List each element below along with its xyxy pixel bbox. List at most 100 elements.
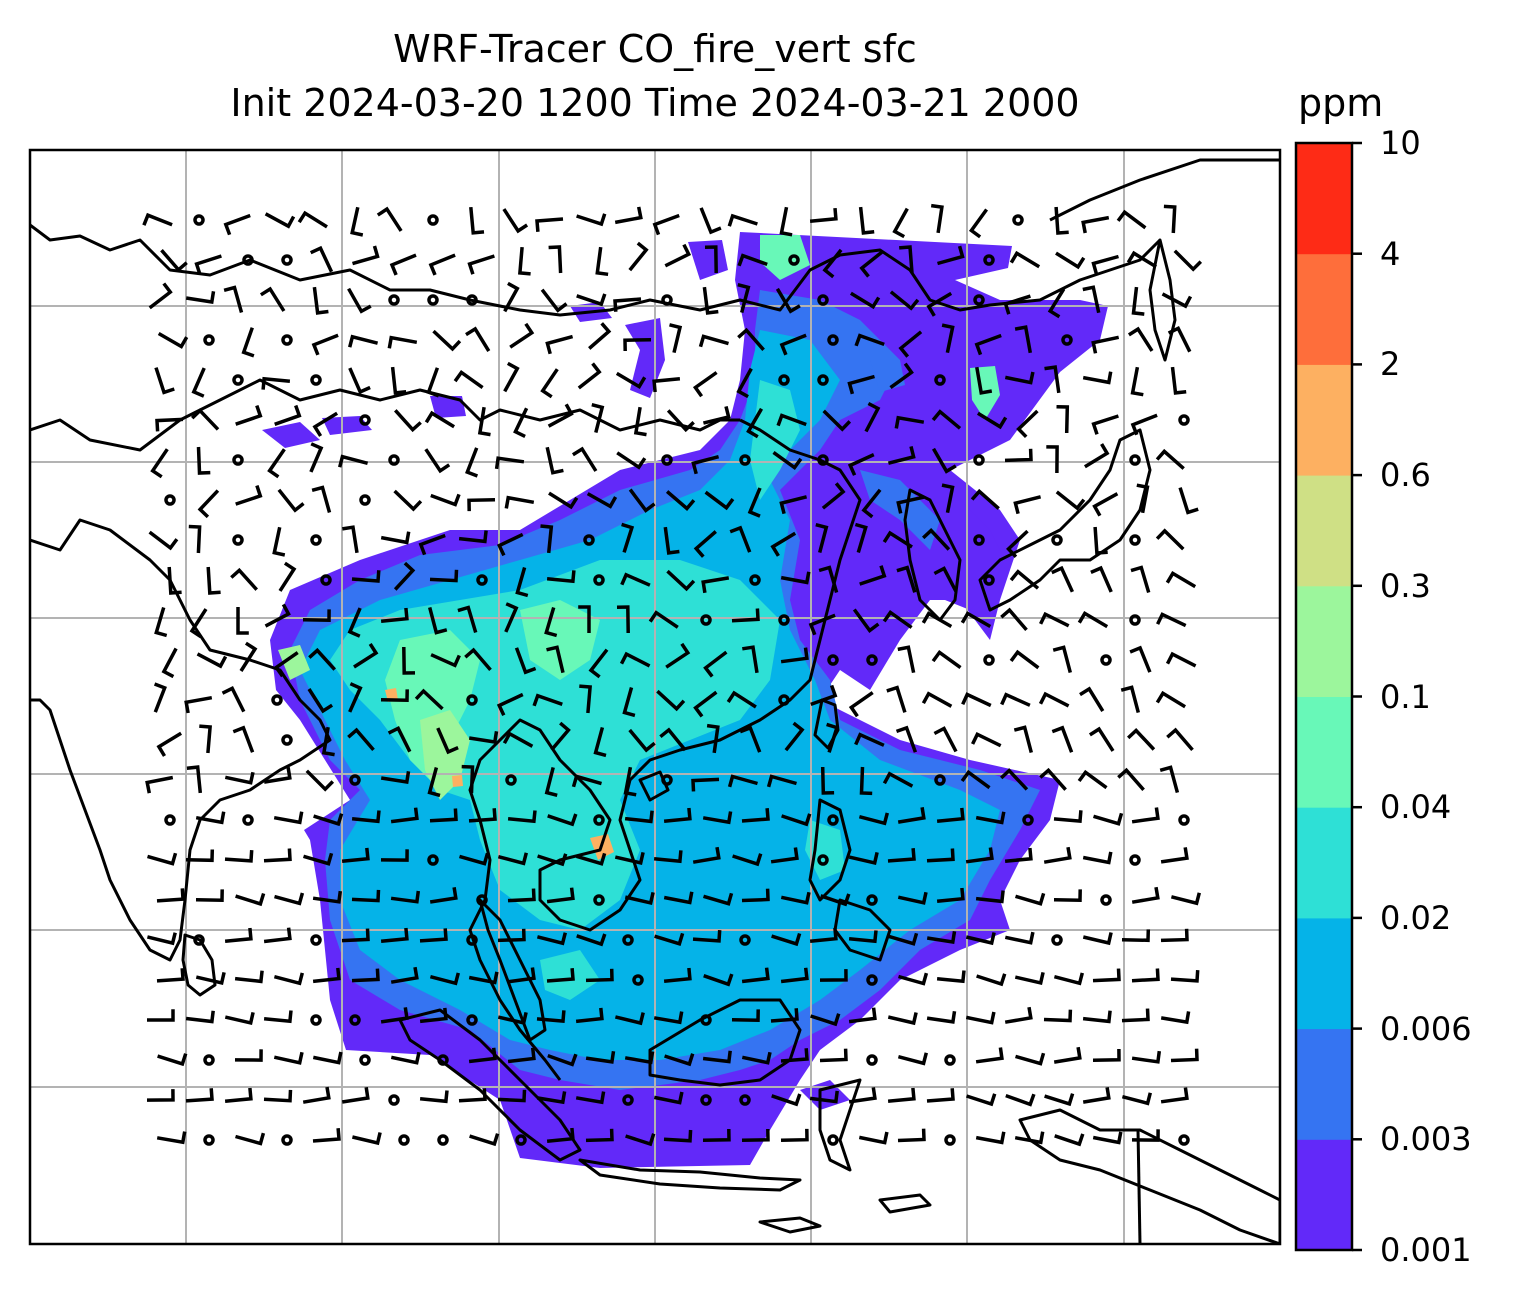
wind-barb-calm [661, 454, 673, 466]
wind-barb [933, 726, 958, 753]
wind-barb [693, 530, 717, 558]
wind-barb [623, 338, 652, 352]
wind-barb [273, 1051, 304, 1065]
coastline-japan [978, 428, 1152, 612]
wind-barb [858, 206, 875, 235]
wind-barb [1013, 495, 1042, 515]
wind-barb [899, 245, 914, 274]
wind-barb [429, 972, 460, 986]
wind-barb-calm [505, 774, 517, 786]
field-level-1 [688, 240, 728, 280]
wind-barb [241, 327, 255, 358]
wind-barb [858, 812, 889, 826]
wind-barb [458, 1088, 487, 1103]
colorbar-segment [1296, 1028, 1352, 1140]
wind-barb [576, 293, 607, 307]
wind-barb [497, 852, 528, 866]
wind-barb [976, 973, 1007, 987]
wind-barb [308, 647, 336, 671]
wind-barb [965, 932, 996, 946]
wind-barb [380, 849, 409, 862]
wind-barb [191, 367, 206, 398]
wind-barb [145, 775, 174, 794]
wind-barb-calm [827, 814, 839, 826]
wind-barb [1082, 1087, 1111, 1104]
wind-barb [195, 972, 226, 985]
wind-barb [546, 645, 565, 674]
wind-barb [1116, 209, 1147, 230]
wind-barb [380, 1007, 409, 1024]
wind-barb [347, 287, 372, 314]
wind-barb [775, 287, 801, 314]
wind-barb [731, 1009, 760, 1022]
wind-barb [1004, 1006, 1033, 1024]
wind-barb-calm [193, 934, 205, 946]
wind-barb [691, 455, 720, 475]
wind-barb [820, 893, 851, 907]
wind-barb [196, 446, 211, 475]
wind-barb [427, 767, 441, 798]
wind-barb-calm [817, 854, 829, 866]
wind-barb [155, 417, 184, 432]
wind-barb [297, 210, 328, 229]
wind-barb [848, 1007, 877, 1024]
wind-barb-calm [388, 1094, 400, 1106]
wind-barb-calm [739, 934, 751, 946]
wind-barb-calm [466, 694, 478, 706]
colorbar-tick-label: 0.1 [1380, 677, 1431, 716]
wind-barb [779, 333, 807, 356]
wind-barb [507, 810, 537, 824]
wind-barb [585, 968, 614, 983]
wind-barb-calm [203, 1134, 215, 1146]
wind-barb [1043, 1009, 1073, 1023]
wind-barb [313, 813, 344, 827]
wind-barb [307, 688, 334, 714]
wind-barb [961, 692, 992, 708]
wind-barb [703, 650, 728, 678]
wind-barb [731, 608, 760, 623]
wind-barb [188, 524, 202, 554]
wind-barb [185, 849, 215, 863]
coastline-sulawesi [818, 1078, 862, 1172]
wind-barb [595, 246, 609, 277]
wind-barb [312, 1051, 343, 1065]
field-level-1 [430, 396, 466, 418]
colorbar-segment [1296, 143, 1352, 255]
wind-barb-calm [866, 654, 878, 666]
wind-barb [628, 728, 656, 753]
wind-barb [1127, 728, 1156, 751]
wind-barb [156, 888, 185, 903]
wind-barb-calm [973, 534, 985, 546]
wind-barb [858, 1131, 889, 1145]
wind-barb [628, 488, 656, 513]
wind-barb [1160, 847, 1189, 864]
wind-barb-calm [788, 254, 800, 266]
wind-barb [1136, 483, 1150, 514]
wind-barb [1004, 448, 1033, 463]
wind-barb [1131, 968, 1160, 983]
wind-barb [652, 377, 681, 393]
wind-barb [1121, 1092, 1152, 1106]
wind-barb [390, 366, 407, 395]
wind-barb [975, 811, 1006, 825]
wind-barb [312, 286, 329, 315]
wind-barb [547, 1053, 578, 1067]
wind-barb-calm [310, 534, 322, 546]
wind-barb [496, 692, 524, 717]
wind-barb [195, 889, 224, 902]
wind-barb [264, 603, 291, 628]
wind-barb [784, 721, 805, 752]
wind-barb [274, 892, 305, 906]
wind-barb [588, 648, 609, 679]
wind-barb [1004, 931, 1035, 945]
wind-barb [465, 326, 491, 353]
wind-barb [1054, 1133, 1085, 1147]
wind-barb [847, 453, 875, 476]
wind-barb-calm [700, 1014, 712, 1026]
wind-barb [619, 651, 651, 668]
wind-barb [809, 927, 838, 944]
wind-barb [263, 767, 292, 784]
wind-barb [393, 409, 422, 433]
wind-barb [921, 691, 953, 708]
wind-barb [390, 890, 421, 904]
